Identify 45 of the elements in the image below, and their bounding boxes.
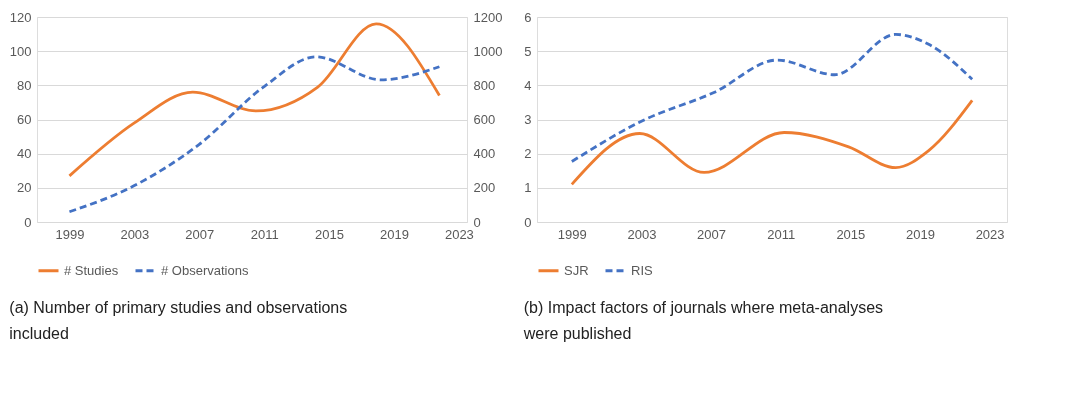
y-tick-label: 4 (524, 77, 532, 93)
text: (b) Impact factors of journals where meta-analyses were published (522, 299, 884, 342)
y2-tick-label: 200 (473, 180, 496, 196)
x-tick-label: 1999 (557, 226, 587, 242)
x-tick-label: 2003 (627, 226, 657, 242)
line-series (570, 33, 974, 163)
y-tick-label: 5 (524, 43, 532, 59)
y-tick-label: 1 (524, 180, 532, 196)
x-tick-label: 2019 (380, 226, 409, 242)
y2-tick-label: 600 (473, 112, 496, 127)
y-tick-label: 0 (524, 214, 532, 230)
y2-tick-label: 1200 (473, 9, 503, 25)
y-tick-label: 60 (17, 112, 32, 127)
x-tick-label: 2019 (906, 226, 935, 242)
y-tick-label: 40 (17, 146, 32, 162)
x-tick-label: 2015 (315, 226, 345, 242)
y2-tick-label: 1000 (473, 43, 503, 59)
line-series (68, 22, 441, 178)
line-series (68, 55, 441, 214)
text: (a) Number of primary studies and observations included (9, 299, 348, 342)
x-tick-label: 2023 (444, 226, 474, 242)
y-tick-label: 80 (17, 77, 32, 93)
x-tick-label: 2011 (767, 226, 796, 242)
y-tick-label: 2 (524, 146, 532, 162)
x-tick-label: 2023 (975, 226, 1005, 242)
x-tick-label: 1999 (55, 226, 85, 242)
y-tick-label: 3 (524, 112, 532, 127)
x-tick-label: 2011 (250, 226, 279, 242)
y-tick-label: 20 (17, 180, 32, 196)
x-tick-label: 2003 (120, 226, 150, 242)
legend-label: SJR (564, 262, 589, 278)
x-tick-label: 2007 (697, 226, 727, 242)
y-tick-label: 120 (9, 9, 32, 25)
x-tick-label: 2007 (185, 226, 215, 242)
x-tick-label: 2015 (836, 226, 866, 242)
legend-label: # Observations (161, 262, 249, 278)
y-tick-label: 6 (524, 9, 532, 25)
y-tick-label: 100 (9, 43, 32, 59)
legend-label: # Studies (64, 262, 119, 278)
y2-tick-label: 400 (473, 146, 496, 162)
legend-label: RIS (631, 262, 653, 278)
line-series (570, 98, 974, 186)
y2-tick-label: 0 (473, 214, 481, 230)
y2-tick-label: 800 (473, 77, 496, 93)
y-tick-label: 0 (24, 214, 32, 230)
